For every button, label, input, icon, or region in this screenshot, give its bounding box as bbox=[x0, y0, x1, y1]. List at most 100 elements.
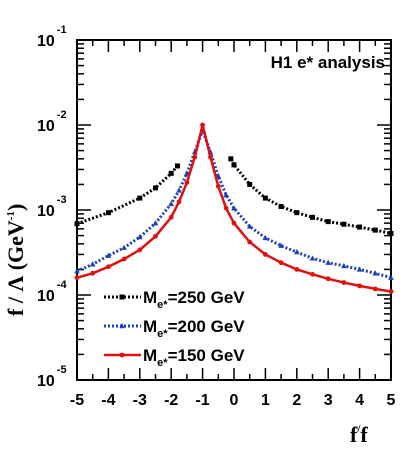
x-tick-label: -5 bbox=[70, 392, 84, 409]
data-point bbox=[119, 323, 125, 329]
x-axis-title: f/f bbox=[350, 422, 368, 447]
data-point bbox=[263, 252, 268, 257]
data-point bbox=[278, 242, 284, 248]
data-point bbox=[168, 214, 174, 220]
x-tick-label: 5 bbox=[387, 392, 396, 409]
data-point bbox=[357, 224, 363, 230]
data-point bbox=[247, 181, 253, 187]
y-axis-label: f / Λ (GeV-1) bbox=[3, 204, 28, 316]
data-point bbox=[341, 221, 347, 227]
data-point bbox=[89, 261, 96, 267]
data-point bbox=[388, 274, 394, 280]
x-axis-label: f/f bbox=[350, 422, 368, 447]
data-point bbox=[294, 267, 300, 272]
x-tick-label: -3 bbox=[133, 392, 147, 409]
data-point bbox=[309, 255, 316, 261]
data-point bbox=[119, 352, 125, 358]
y-tick-label: 10-3 bbox=[37, 194, 67, 220]
data-point bbox=[325, 219, 331, 225]
data-point bbox=[152, 220, 159, 226]
legend-item-0: Me*=250 GeV bbox=[104, 288, 245, 311]
data-point bbox=[372, 286, 378, 292]
data-point bbox=[137, 195, 143, 201]
data-point bbox=[74, 275, 80, 281]
data-point bbox=[176, 187, 182, 193]
data-point bbox=[137, 234, 143, 240]
data-point bbox=[246, 223, 253, 229]
x-tick-label: 1 bbox=[261, 392, 270, 409]
data-point bbox=[106, 264, 111, 270]
series-line bbox=[76, 164, 179, 226]
data-point bbox=[278, 203, 284, 209]
data-point bbox=[174, 163, 180, 169]
data-point bbox=[325, 276, 331, 282]
data-point bbox=[262, 195, 268, 201]
data-point bbox=[278, 260, 284, 266]
series-line bbox=[229, 158, 392, 235]
x-tick-label: 0 bbox=[230, 392, 239, 409]
data-point bbox=[294, 249, 300, 255]
panel-title: H1 e* analysis bbox=[271, 53, 385, 72]
data-point bbox=[184, 180, 190, 186]
x-tick-label: 3 bbox=[324, 392, 333, 409]
data-point bbox=[247, 239, 253, 245]
data-point bbox=[372, 270, 379, 276]
data-point bbox=[310, 214, 315, 220]
y-tick-label: 10-5 bbox=[37, 364, 67, 390]
data-point bbox=[262, 234, 269, 241]
data-point bbox=[192, 154, 198, 160]
data-point bbox=[74, 268, 80, 274]
series-layer bbox=[74, 122, 394, 294]
series-0 bbox=[74, 156, 394, 236]
series-line bbox=[76, 125, 392, 280]
x-tick-label: -2 bbox=[164, 392, 178, 409]
data-point bbox=[208, 154, 213, 160]
data-point bbox=[119, 294, 125, 300]
data-point bbox=[153, 233, 158, 239]
x-tick-label: -1 bbox=[195, 392, 209, 409]
data-point bbox=[228, 156, 234, 162]
x-tick-label: 2 bbox=[292, 392, 301, 409]
x-tick-label: 4 bbox=[355, 392, 364, 409]
data-point bbox=[90, 270, 96, 276]
data-point bbox=[176, 199, 182, 205]
y-axis-title: f / Λ (GeV-1) bbox=[3, 204, 28, 316]
y-tick-label: 10-4 bbox=[37, 279, 67, 305]
data-point bbox=[310, 271, 315, 277]
data-point bbox=[231, 205, 237, 211]
data-point bbox=[200, 122, 206, 128]
data-point bbox=[168, 200, 174, 207]
data-point bbox=[231, 162, 237, 168]
legend-label: Me*=200 GeV bbox=[143, 317, 245, 340]
data-point bbox=[168, 170, 174, 176]
legend-label: Me*=250 GeV bbox=[143, 288, 245, 311]
data-point bbox=[105, 210, 111, 216]
data-point bbox=[357, 283, 362, 289]
data-point bbox=[341, 280, 347, 285]
series-2 bbox=[74, 122, 394, 294]
data-point bbox=[341, 262, 347, 269]
data-point bbox=[388, 289, 394, 294]
legend: Me*=250 GeV Me*=200 GeV Me*=150 GeV bbox=[104, 288, 245, 369]
axis-ticks bbox=[76, 40, 392, 381]
y-tick-label: 10-1 bbox=[37, 24, 67, 50]
series-1 bbox=[74, 125, 394, 280]
data-point bbox=[294, 210, 300, 216]
data-point bbox=[137, 247, 143, 253]
data-point bbox=[325, 259, 331, 265]
data-point bbox=[223, 192, 229, 198]
data-point bbox=[215, 183, 221, 189]
data-point bbox=[372, 227, 378, 233]
data-point bbox=[121, 244, 127, 250]
x-tick-label: -4 bbox=[101, 392, 115, 409]
data-point bbox=[121, 256, 127, 262]
data-point bbox=[231, 220, 237, 226]
legend-label: Me*=150 GeV bbox=[143, 346, 245, 369]
data-point bbox=[356, 266, 363, 272]
data-point bbox=[105, 252, 112, 258]
data-point bbox=[388, 230, 394, 236]
axis-tick-labels: -5 -4 -3 -2 -1 0 1 2 3 4 5 10-1 10-2 10-3 10-4 10-5 bbox=[37, 24, 396, 409]
data-point bbox=[223, 205, 229, 211]
legend-item-1: Me*=200 GeV bbox=[104, 317, 245, 340]
